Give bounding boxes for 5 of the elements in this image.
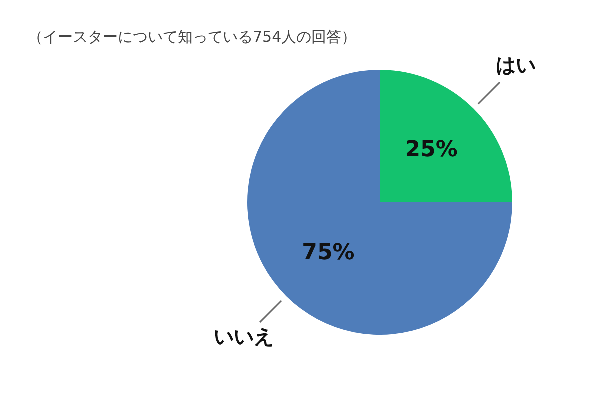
slice-label: はい [496, 52, 536, 77]
slice-label: いいえ [214, 324, 274, 349]
chart-subtitle: （イースターについて知っている754人の回答） [28, 28, 357, 47]
data-label: 25% [405, 138, 458, 163]
data-label: 75% [302, 240, 355, 266]
